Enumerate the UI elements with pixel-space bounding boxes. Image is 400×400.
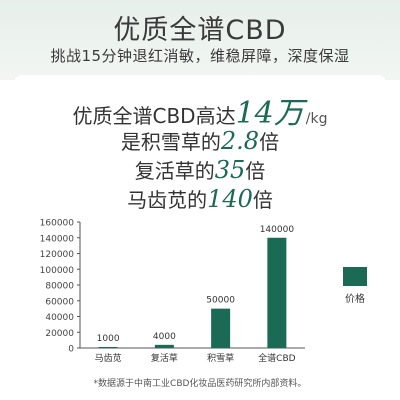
- bar-value-label: 4000: [153, 332, 176, 342]
- y-tick-label: 120000: [40, 250, 75, 260]
- highlight-4-text: 马齿苋的: [127, 188, 208, 212]
- y-tick-label: 0: [68, 345, 74, 355]
- y-tick-label: 40000: [45, 313, 74, 323]
- highlight-1-unit: /kg: [305, 111, 328, 127]
- x-tick-label: 积雪草: [207, 352, 234, 364]
- highlight-2-number: 2.8: [220, 127, 260, 155]
- bar-1: [98, 347, 118, 348]
- bar-value-label: 140000: [260, 225, 295, 235]
- highlight-3-number: 35: [214, 156, 246, 184]
- y-tick-label: 60000: [45, 297, 74, 307]
- y-tick-label: 160000: [40, 219, 75, 229]
- page-title: 优质全谱CBD: [113, 15, 287, 46]
- highlight-line-4: 马齿苋的140倍: [0, 184, 400, 213]
- bar-value-label: 1000: [97, 334, 120, 344]
- bar-2: [154, 344, 174, 348]
- y-tick-label: 140000: [40, 234, 75, 244]
- highlight-3-text: 复活草的: [134, 159, 215, 183]
- x-tick-label: 复活草: [151, 352, 178, 364]
- x-tick-label: 马齿苋: [95, 353, 122, 364]
- highlight-2-text: 是积雪草的: [120, 130, 221, 154]
- highlight-3-suffix: 倍: [245, 159, 266, 183]
- x-tick-label: 全谱CBD: [258, 352, 295, 364]
- bar-3: [211, 308, 231, 348]
- highlight-4-suffix: 倍: [252, 188, 273, 212]
- highlight-line-2: 是积雪草的2.8倍: [0, 126, 400, 155]
- highlight-1-number: 14万: [235, 96, 304, 131]
- legend-label: 价格: [345, 292, 365, 305]
- highlight-2-suffix: 倍: [259, 130, 280, 154]
- y-tick-label: 80000: [45, 282, 74, 292]
- content-card: [14, 75, 386, 371]
- highlight-1-text: 优质全谱CBD高达: [72, 104, 236, 128]
- y-tick-label: 20000: [45, 329, 74, 339]
- bar-4: [267, 237, 287, 348]
- highlight-4-number: 140: [207, 185, 253, 213]
- page-subtitle: 挑战15分钟退红消敏，维稳屏障，深度保湿: [50, 47, 350, 65]
- footnote: *数据源于中南工业CBD化妆品医药研究所内部资料。: [93, 379, 307, 389]
- bar-value-label: 50000: [206, 296, 235, 306]
- highlight-line-1: 优质全谱CBD高达14万/kg: [0, 88, 400, 132]
- highlight-line-3: 复活草的35倍: [0, 155, 400, 184]
- price-bar-chart: 0 20000 40000 60000 80000 100000 120000 140000 1…: [40, 219, 367, 364]
- legend-swatch: [343, 267, 367, 286]
- header-banner: 优质全谱CBD 挑战15分钟退红消敏，维稳屏障，深度保湿: [0, 0, 400, 80]
- y-tick-label: 100000: [40, 266, 75, 276]
